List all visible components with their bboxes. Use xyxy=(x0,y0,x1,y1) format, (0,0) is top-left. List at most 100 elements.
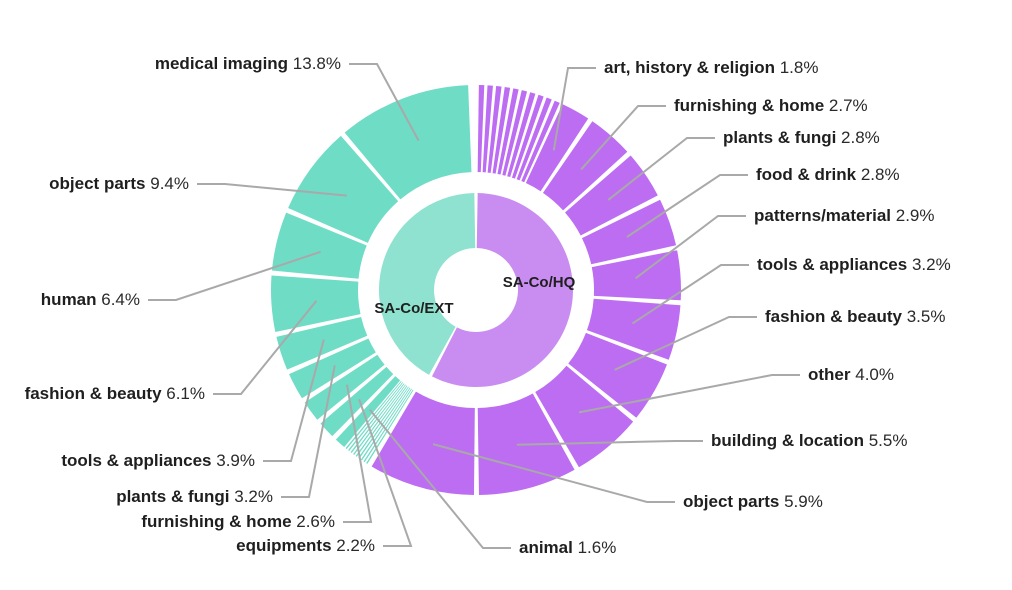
outer-segment-hq-small xyxy=(511,94,544,179)
leader-line xyxy=(349,63,420,142)
segment-label-hq-0: art, history & religion 1.8% xyxy=(604,58,818,77)
segment-label-value: 3.5% xyxy=(907,307,946,326)
outer-ring xyxy=(271,85,681,495)
leader-line xyxy=(148,250,321,301)
segment-label-value: 2.7% xyxy=(829,96,868,115)
leader-line xyxy=(552,67,596,151)
outer-segment-ext-small xyxy=(355,385,408,457)
outer-segment-ext xyxy=(344,85,472,200)
segment-label-category: fashion & beauty xyxy=(25,384,167,403)
segment-label-hq-6: fashion & beauty 3.5% xyxy=(765,307,945,326)
segment-labels: art, history & religion 1.8% furnishing &… xyxy=(25,54,951,557)
leader-line xyxy=(516,440,703,446)
leader-line xyxy=(578,374,800,414)
segment-label-ext-8: medical imaging 13.8% xyxy=(155,54,341,73)
segment-label-hq-2: plants & fungi 2.8% xyxy=(723,128,880,147)
outer-segment-hq-small xyxy=(516,97,552,181)
outer-segment-hq-small xyxy=(502,90,528,176)
inner-ring: SA-Co/HQ SA-Co/EXT xyxy=(374,193,576,387)
outer-segment-ext xyxy=(288,135,399,243)
segment-label-value: 2.2% xyxy=(336,536,375,555)
leader-line xyxy=(626,174,748,238)
outer-segment-hq xyxy=(586,298,681,360)
outer-segment-ext-small xyxy=(353,384,406,455)
segment-label-value: 4.0% xyxy=(855,365,894,384)
outer-segment-hq xyxy=(371,391,475,495)
segment-label-ext-2: furnishing & home 2.6% xyxy=(141,512,335,531)
outer-segment-ext xyxy=(304,354,385,420)
outer-segment-ext-small xyxy=(358,386,409,459)
outer-segment-hq xyxy=(568,332,667,418)
segment-label-value: 2.9% xyxy=(896,206,935,225)
outer-segment-hq-small xyxy=(477,85,485,173)
segment-label-value: 1.8% xyxy=(780,58,819,77)
outer-segment-hq-small xyxy=(487,85,502,173)
leader-line xyxy=(634,215,746,280)
segment-label-hq-7: other 4.0% xyxy=(808,365,894,384)
segment-label-category: building & location xyxy=(711,431,869,450)
segment-label-hq-1: furnishing & home 2.7% xyxy=(674,96,868,115)
outer-segment-ext xyxy=(271,212,367,279)
segment-label-value: 3.2% xyxy=(912,255,951,274)
segment-label-category: human xyxy=(41,290,101,309)
inner-label-hq: SA-Co/HQ xyxy=(503,274,576,291)
leader-line xyxy=(369,409,511,549)
outer-segment-ext xyxy=(335,376,401,448)
segment-label-value: 5.9% xyxy=(784,492,823,511)
segment-label-category: plants & fungi xyxy=(116,487,234,506)
segment-label-hq-4: patterns/material 2.9% xyxy=(754,206,934,225)
segment-label-category: patterns/material xyxy=(754,206,896,225)
segment-label-category: medical imaging xyxy=(155,54,293,73)
leader-line xyxy=(580,105,666,171)
outer-segment-hq xyxy=(525,104,589,192)
leader-line xyxy=(631,264,749,325)
segment-label-category: object parts xyxy=(49,174,150,193)
outer-segment-ext xyxy=(320,366,394,437)
segment-label-value: 9.4% xyxy=(150,174,189,193)
segment-label-hq-8: building & location 5.5% xyxy=(711,431,907,450)
leader-line xyxy=(263,339,325,462)
segment-label-hq-9: object parts 5.9% xyxy=(683,492,823,511)
inner-slice-hq xyxy=(431,193,574,387)
segment-label-value: 3.9% xyxy=(216,451,255,470)
outer-segment-ext xyxy=(289,338,376,399)
segment-label-category: furnishing & home xyxy=(141,512,296,531)
segment-label-ext-0: animal 1.6% xyxy=(519,538,616,557)
segment-label-category: art, history & religion xyxy=(604,58,780,77)
leader-line xyxy=(607,137,715,201)
segment-label-ext-5: fashion & beauty 6.1% xyxy=(25,384,205,403)
outer-segment-hq-small xyxy=(521,100,560,183)
leader-line xyxy=(614,316,757,371)
segment-label-value: 2.8% xyxy=(861,165,900,184)
outer-segment-hq-small xyxy=(482,85,493,173)
segment-label-value: 2.6% xyxy=(296,512,335,531)
outer-segment-ext-small xyxy=(366,389,414,464)
leader-line xyxy=(358,398,413,547)
segment-label-value: 13.8% xyxy=(293,54,341,73)
outer-segment-hq xyxy=(591,250,681,301)
segment-label-category: other xyxy=(808,365,855,384)
segment-label-value: 5.5% xyxy=(869,431,908,450)
segment-label-category: plants & fungi xyxy=(723,128,841,147)
leader-line xyxy=(213,300,318,395)
segment-label-category: animal xyxy=(519,538,578,557)
segment-label-category: tools & appliances xyxy=(757,255,912,274)
segment-label-ext-1: equipments 2.2% xyxy=(236,536,375,555)
segment-label-ext-3: plants & fungi 3.2% xyxy=(116,487,273,506)
segment-label-value: 3.2% xyxy=(234,487,273,506)
segment-label-ext-7: object parts 9.4% xyxy=(49,174,189,193)
segment-label-category: tools & appliances xyxy=(61,451,216,470)
segment-label-ext-4: tools & appliances 3.9% xyxy=(61,451,255,470)
outer-segment-hq xyxy=(581,199,677,265)
segment-label-value: 6.4% xyxy=(101,290,140,309)
segment-label-category: food & drink xyxy=(756,165,861,184)
segment-label-value: 6.1% xyxy=(166,384,205,403)
leader-line xyxy=(197,183,347,197)
inner-label-ext: SA-Co/EXT xyxy=(374,300,453,317)
segment-label-hq-5: tools & appliances 3.2% xyxy=(757,255,951,274)
segment-label-category: furnishing & home xyxy=(674,96,829,115)
outer-segment-hq xyxy=(565,155,658,236)
segment-label-category: object parts xyxy=(683,492,784,511)
